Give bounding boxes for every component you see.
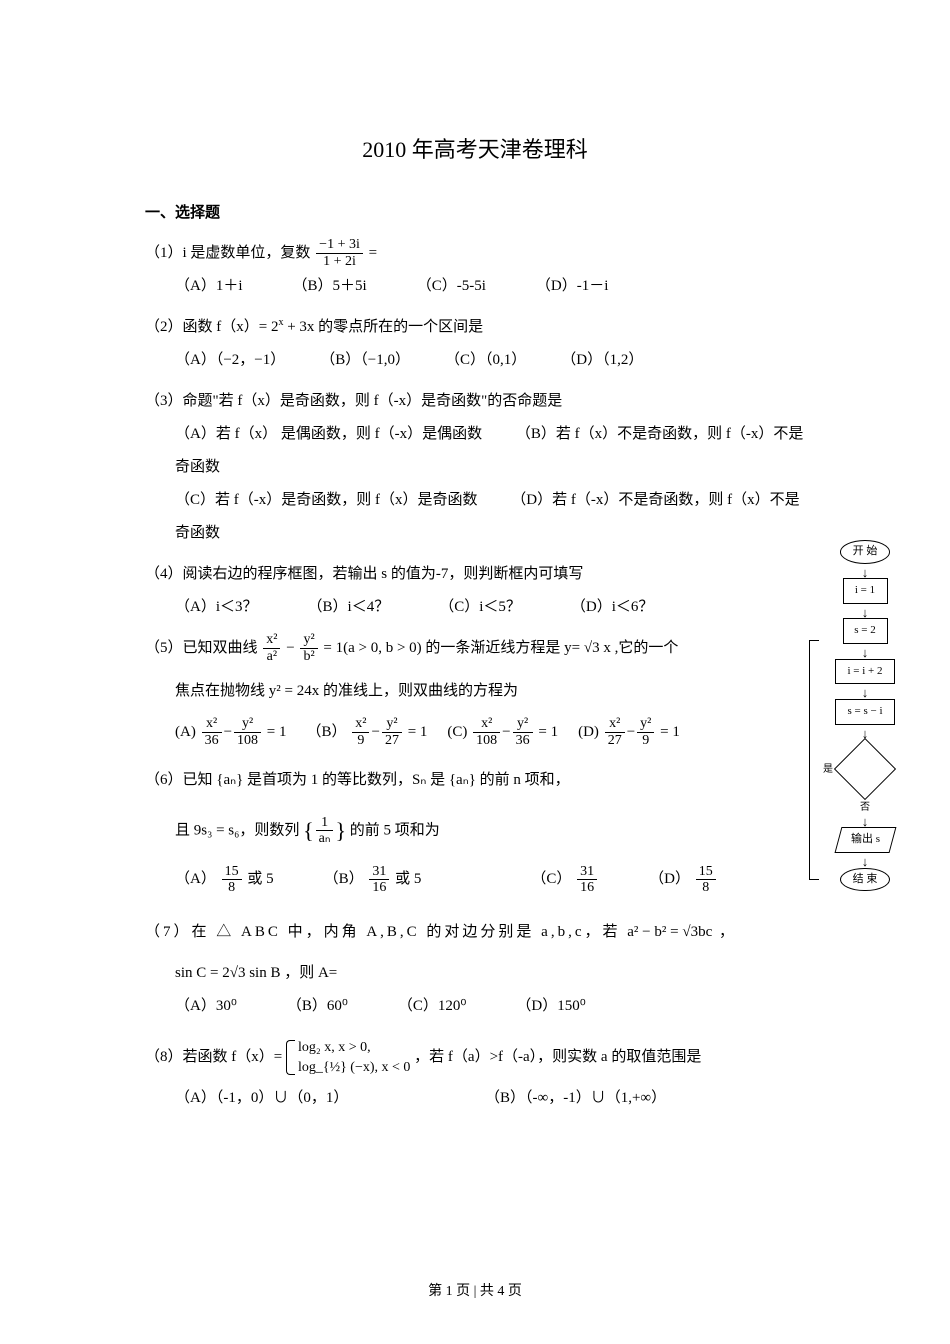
q8-option-a: （A）（-1，0）∪（0，1） — [175, 1082, 455, 1115]
arrow-icon: ↓ — [815, 568, 915, 578]
flowchart: 开 始 ↓ i = 1 ↓ s = 2 ↓ i = i + 2 ↓ s = s … — [815, 540, 915, 895]
q8-text-b: ，若 f（a）>f（-a），则实数 a 的取值范围是 — [414, 1049, 701, 1065]
q5-hyp-frac2: y²b² — [300, 632, 317, 664]
q2-option-d: （D）（1,2） — [561, 344, 643, 377]
q7-text-b: ，则 A= — [284, 965, 337, 981]
q5-text-d: 焦点在抛物线 — [175, 683, 269, 699]
question-5: （5）已知双曲线 x²a² − y²b² = 1(a > 0, b > 0) 的… — [145, 632, 805, 749]
q7-option-b: （B）60⁰ — [287, 990, 348, 1023]
arrow-icon: ↓ — [815, 688, 915, 698]
q5-text-a: （5）已知双曲线 — [145, 640, 261, 656]
q6-options: （A） 158 或 5 （B） 3116 或 5 （C） 3116 （D） 15… — [145, 863, 805, 896]
q8-options: （A）（-1，0）∪（0，1） （B）（-∞，-1）∪（1,+∞） — [145, 1082, 805, 1115]
q4-option-a: （A）i＜3？ — [175, 591, 258, 624]
flowchart-end: 结 束 — [840, 868, 890, 892]
q7-option-d: （D）150⁰ — [516, 990, 585, 1023]
q1-option-c: （C）-5-5i — [417, 270, 486, 303]
q1-fraction: −1 + 3i 1 + 2i — [316, 237, 363, 269]
q3-option-a: （A）若 f（x） 是偶函数，则 f（-x）是偶函数 — [175, 426, 482, 442]
page-footer: 第 1 页 | 共 4 页 — [0, 1279, 950, 1304]
q6-option-d: （D） 158 — [649, 863, 718, 896]
q7-options: （A）30⁰ （B）60⁰ （C）120⁰ （D）150⁰ — [145, 990, 805, 1023]
q5-option-a: (A) x²36−y²108 = 1 — [175, 716, 287, 749]
section-header: 一、选择题 — [145, 200, 805, 227]
q4-text: （4）阅读右边的程序框图，若输出 s 的值为-7，则判断框内可填写 — [145, 558, 805, 591]
q5-options: (A) x²36−y²108 = 1 （B） x²9−y²27 = 1 (C) … — [145, 716, 805, 749]
q7-cond-a: a² − b² = √3bc — [627, 924, 712, 940]
flowchart-box-i: i = 1 — [843, 578, 888, 604]
question-8: （8）若函数 f（x）= log₂ x, x > 0, log_{½} (−x)… — [145, 1038, 805, 1115]
q1-option-a: （A）1＋i — [175, 270, 243, 303]
q7-cond-b: sin C = 2√3 sin B — [175, 965, 280, 981]
q1-options: （A）1＋i （B）5＋5i （C）-5-5i （D）-1－i — [145, 270, 805, 303]
flowchart-box-sub: s = s − i — [835, 699, 895, 725]
q3-options: （A）若 f（x） 是偶函数，则 f（-x）是偶函数 （B）若 f（x）不是奇函… — [145, 418, 805, 550]
q7-text-a: （7）在 △ ABC 中，内角 A,B,C 的对边分别是 a,b,c，若 — [145, 924, 627, 940]
flowchart-yes-label: 是 — [823, 761, 833, 779]
question-7: （7）在 △ ABC 中，内角 A,B,C 的对边分别是 a,b,c，若 a² … — [145, 916, 805, 1023]
flowchart-decision — [834, 738, 896, 800]
q3-text: （3）命题"若 f（x）是奇函数，则 f（-x）是奇函数"的否命题是 — [145, 385, 805, 418]
q8-piecewise: log₂ x, x > 0, log_{½} (−x), x < 0 — [286, 1038, 410, 1077]
q6-text-a: （6）已知 {aₙ} 是首项为 1 的等比数列，Sₙ 是 {aₙ} 的前 n 项… — [145, 764, 805, 797]
q5-asym: √3 — [584, 640, 600, 656]
flowchart-output: 输出 s — [834, 827, 896, 853]
q6-option-a: （A） 158 或 5 — [175, 863, 274, 896]
q2-option-c: （C）（0,1） — [445, 344, 526, 377]
q5-text-e: 的准线上，则双曲线的方程为 — [323, 683, 518, 699]
q7-option-a: （A）30⁰ — [175, 990, 237, 1023]
q2-option-a: （A）（−2，−1） — [175, 344, 285, 377]
q5-parab: y² = 24x — [269, 683, 319, 699]
q5-text-c: x ,它的一个 — [603, 640, 678, 656]
q2-text-a: （2）函数 f（x）= — [145, 319, 271, 335]
question-1: （1）i 是虚数单位，复数 −1 + 3i 1 + 2i = （A）1＋i （B… — [145, 237, 805, 303]
q1-option-d: （D）-1－i — [536, 270, 609, 303]
q6-option-b: （B） 3116 或 5 — [324, 863, 422, 896]
flowchart-box-inc: i = i + 2 — [835, 659, 895, 685]
q1-eq: = — [369, 245, 377, 261]
q6-brace-frac: 1aₙ — [316, 815, 334, 847]
q5-option-b: （B） x²9−y²27 = 1 — [307, 716, 428, 749]
q5-hyp-frac1: x²a² — [263, 632, 280, 664]
q4-option-c: （C）i＜5？ — [439, 591, 521, 624]
arrow-icon: ↓ — [815, 857, 915, 867]
arrow-icon: ↓ — [815, 817, 915, 827]
q2-options: （A）（−2，−1） （B）（−1,0） （C）（0,1） （D）（1,2） — [145, 344, 805, 377]
arrow-icon: ↓ — [815, 648, 915, 658]
q4-option-d: （D）i＜6？ — [571, 591, 654, 624]
q8-text-a: （8）若函数 f（x）= — [145, 1049, 286, 1065]
q3-option-c: （C）若 f（-x）是奇函数，则 f（x）是奇函数 — [175, 492, 478, 508]
q1-option-b: （B）5＋5i — [293, 270, 367, 303]
question-6: （6）已知 {aₙ} 是首项为 1 的等比数列，Sₙ 是 {aₙ} 的前 n 项… — [145, 764, 805, 896]
q2-option-b: （B）（−1,0） — [320, 344, 410, 377]
q1-text: （1）i 是虚数单位，复数 — [145, 245, 314, 261]
page-title: 2010 年高考天津卷理科 — [145, 130, 805, 170]
flowchart-start: 开 始 — [840, 540, 890, 564]
q5-text-b: 的一条渐近线方程是 y= — [425, 640, 583, 656]
q5-option-d: (D) x²27−y²9 = 1 — [578, 716, 680, 749]
q5-cond: = 1(a > 0, b > 0) — [323, 640, 421, 656]
question-2: （2）函数 f（x）= 2x + 3x 的零点所在的一个区间是 （A）（−2，−… — [145, 311, 805, 377]
q6-text-b: 且 9s₃ = s₆，则数列 — [175, 822, 303, 838]
q2-text-b: + 3x 的零点所在的一个区间是 — [287, 319, 483, 335]
q6-option-c: （C） 3116 — [531, 863, 599, 896]
question-3: （3）命题"若 f（x）是奇函数，则 f（-x）是奇函数"的否命题是 （A）若 … — [145, 385, 805, 550]
q2-sup: x — [278, 317, 283, 328]
arrow-icon: ↓ — [815, 608, 915, 618]
q5-option-c: (C) x²108−y²36 = 1 — [447, 716, 558, 749]
q4-options: （A）i＜3？ （B）i＜4？ （C）i＜5？ （D）i＜6？ — [145, 591, 805, 624]
q6-text-c: 的前 5 项和为 — [350, 822, 440, 838]
q7-option-c: （C）120⁰ — [398, 990, 467, 1023]
q8-option-b: （B）（-∞，-1）∪（1,+∞） — [485, 1082, 666, 1115]
question-4: （4）阅读右边的程序框图，若输出 s 的值为-7，则判断框内可填写 （A）i＜3… — [145, 558, 805, 624]
q4-option-b: （B）i＜4？ — [308, 591, 390, 624]
flowchart-box-s: s = 2 — [843, 618, 888, 644]
